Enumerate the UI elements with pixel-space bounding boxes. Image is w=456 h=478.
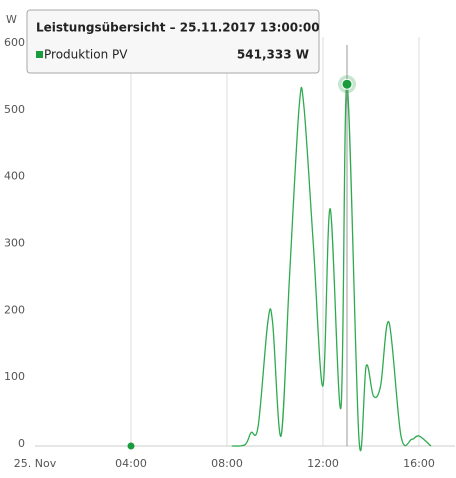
y-tick-label: 0: [18, 437, 25, 450]
y-unit: W: [6, 13, 17, 26]
y-tick-label: 600: [4, 36, 25, 49]
tooltip-swatch: [36, 51, 43, 58]
y-tick-label: 400: [4, 170, 25, 183]
x-tick-label: 16:00: [403, 457, 435, 470]
y-tick-label: 100: [4, 370, 25, 383]
series-line: [231, 83, 432, 452]
y-tick-label: 200: [4, 303, 25, 316]
tooltip: Leistungsübersicht – 25.11.2017 13:00:00…: [26, 9, 320, 74]
tooltip-box: [26, 9, 320, 74]
x-tick-label: 08:00: [211, 457, 243, 470]
hover-point: [341, 78, 353, 90]
tooltip-series: Produktion PV: [44, 48, 128, 62]
tooltip-title: Leistungsübersicht – 25.11.2017 13:00:00: [36, 21, 320, 35]
y-tick-label: 500: [4, 103, 25, 116]
tooltip-value: 541,333 W: [237, 48, 309, 62]
x-tick-label: 25. Nov: [14, 457, 57, 470]
data-point: [127, 442, 135, 450]
y-tick-label: 300: [4, 237, 25, 250]
x-tick-label: 04:00: [115, 457, 147, 470]
x-tick-label: 12:00: [307, 457, 339, 470]
